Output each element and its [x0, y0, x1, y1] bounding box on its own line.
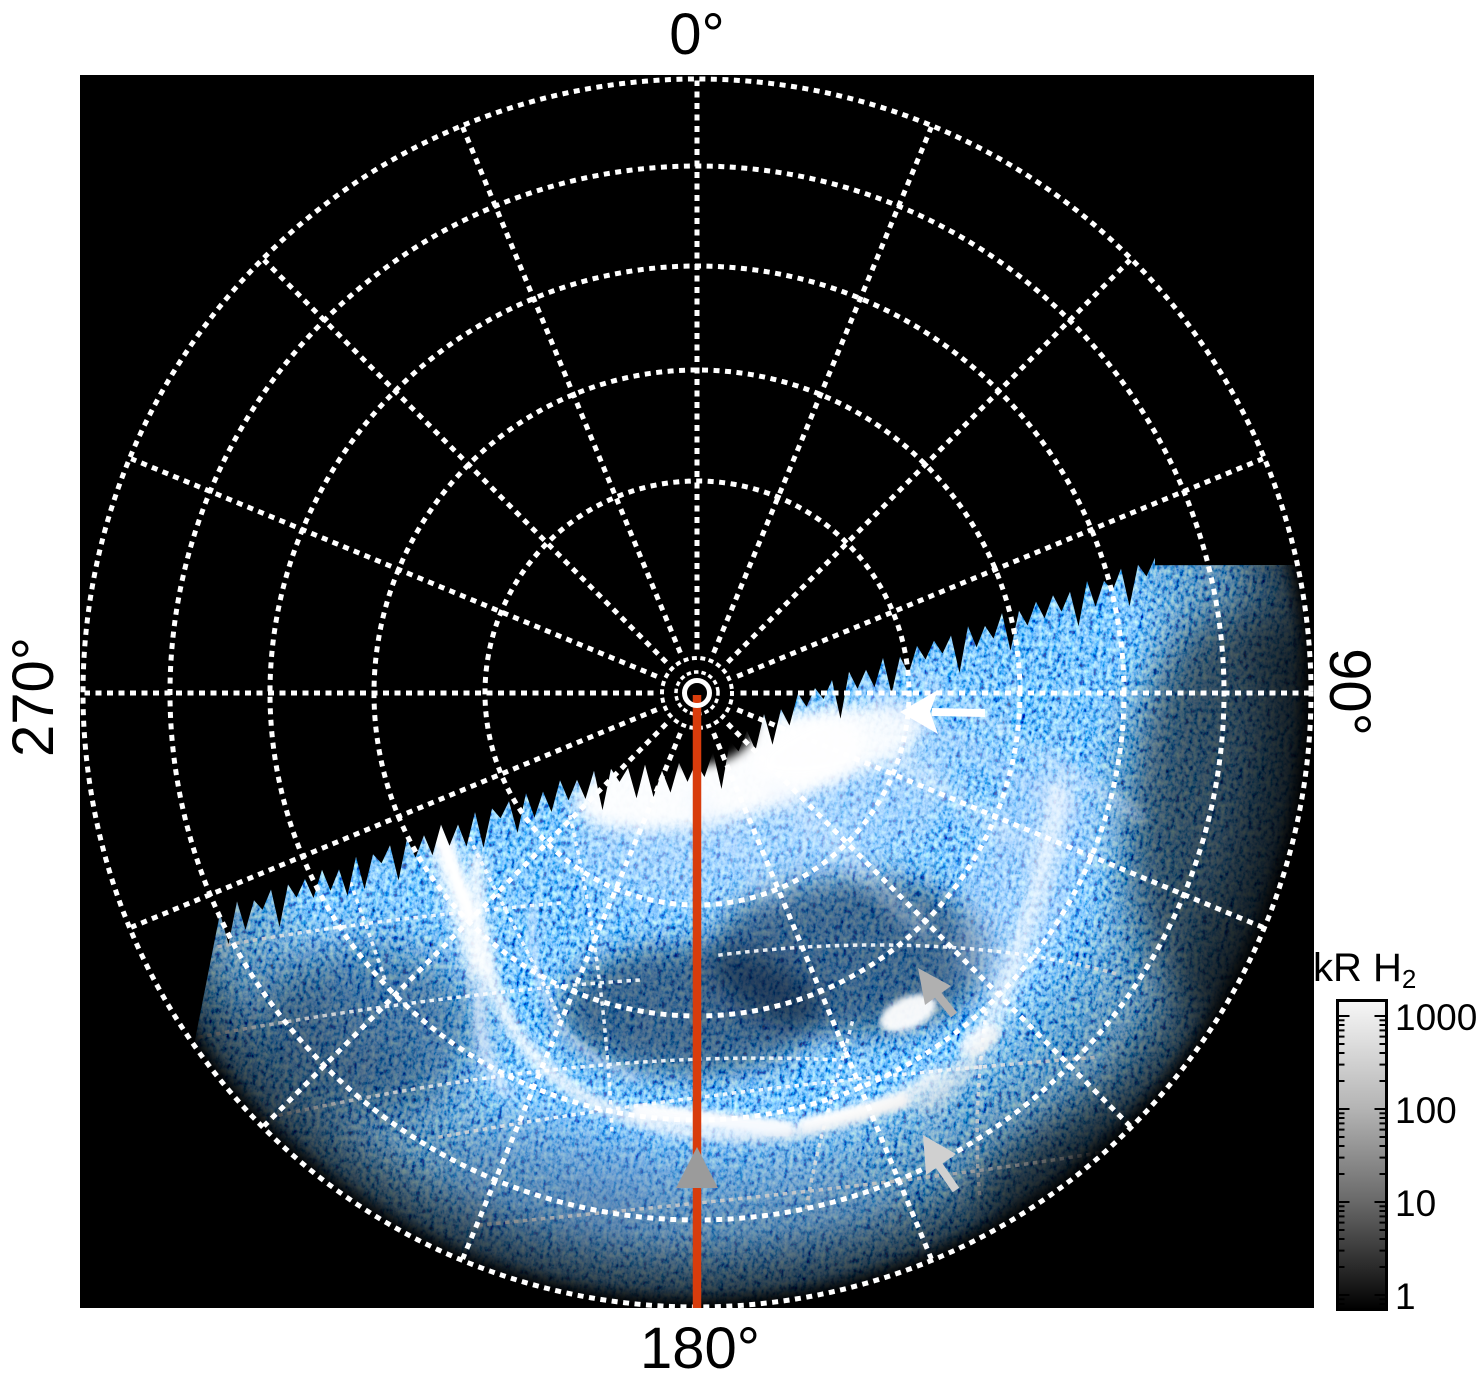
colorbar-title: kR H2 [1313, 946, 1416, 992]
colorbar-tick-label: 1000 [1395, 997, 1478, 1038]
colorbar [1336, 999, 1388, 1311]
colorbar-tick-label: 100 [1395, 1090, 1457, 1131]
polar-plot-area [80, 75, 1314, 1308]
light-gray-arrow-annotation [923, 1135, 960, 1193]
gray-arrow-annotation [918, 968, 958, 1018]
gray-arrow-icon [918, 968, 951, 1005]
angle-label-0: 0° [669, 2, 725, 67]
colorbar-title-main: kR H [1313, 946, 1402, 990]
angle-label-90: 90° [1317, 648, 1382, 736]
pole-marker-ring [682, 678, 712, 708]
angle-label-180: 180° [640, 1316, 760, 1381]
colorbar-svg [1336, 999, 1388, 1311]
colorbar-tick-label: 10 [1395, 1183, 1437, 1224]
meridian-pointer-icon [676, 1147, 718, 1188]
colorbar-tick-label: 1 [1395, 1276, 1416, 1317]
colorbar-gradient [1336, 999, 1388, 1311]
light-gray-arrow-icon [923, 1135, 956, 1175]
colorbar-title-subscript: 2 [1401, 964, 1417, 994]
angle-label-270: 270° [1, 637, 66, 757]
polar-plot-svg [80, 75, 1314, 1308]
projected-planet-grid [194, 778, 1123, 1227]
colorbar-tick-marks [1338, 1015, 1386, 1305]
white-arrow-annotation [900, 690, 986, 734]
white-arrow-icon [900, 690, 938, 734]
